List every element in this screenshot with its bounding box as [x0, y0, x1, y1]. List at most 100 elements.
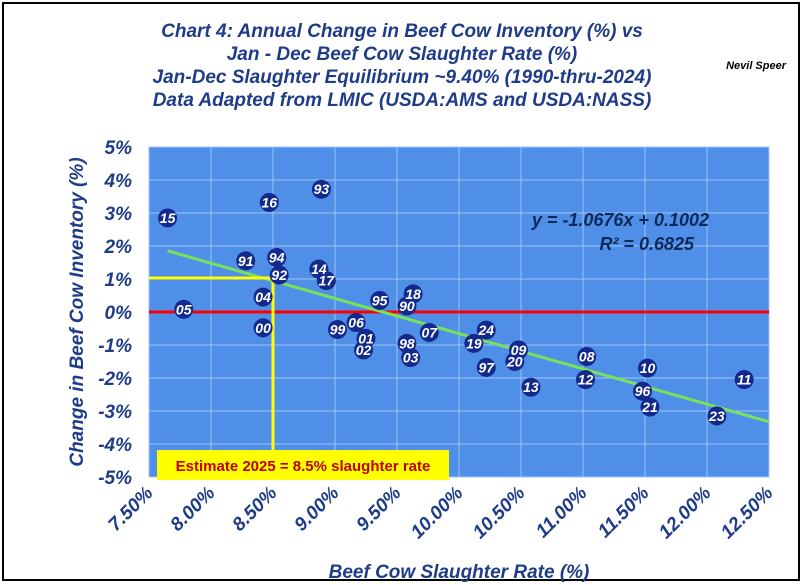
point-label: 96	[635, 383, 651, 399]
data-point	[259, 192, 279, 212]
chart-title-line-1: Chart 4: Annual Change in Beef Cow Inven…	[161, 21, 643, 42]
y-tick-label: 5%	[105, 138, 133, 159]
x-tick-label: 9.00%	[291, 483, 344, 536]
point-label: 02	[356, 342, 372, 358]
data-point	[327, 319, 347, 339]
point-label: 01	[358, 330, 374, 346]
chart-title-line-3: Jan-Dec Slaughter Equilibrium ~9.40% (19…	[153, 67, 652, 88]
data-point	[577, 347, 597, 367]
estimate-guides	[149, 276, 275, 474]
data-point	[311, 179, 331, 199]
point-label: 07	[421, 324, 438, 340]
point-label: 16	[261, 194, 277, 210]
data-point	[521, 377, 541, 397]
point-label: 18	[405, 286, 421, 302]
data-point	[637, 358, 657, 378]
point-label: 98	[399, 335, 415, 351]
data-point	[346, 313, 366, 333]
point-label: 21	[641, 399, 658, 415]
data-point	[370, 290, 390, 310]
x-tick-label: 11.00%	[532, 483, 591, 542]
y-tick-label: -3%	[98, 402, 132, 423]
point-label: 23	[708, 408, 725, 424]
point-label: 11	[737, 372, 752, 388]
y-tick-label: -1%	[98, 336, 132, 357]
y-tick-label: 3%	[105, 204, 133, 225]
trend-r-squared: R² = 0.6825	[599, 234, 695, 254]
point-label: 90	[399, 298, 415, 314]
x-axis-ticks: 7.50% 8.00% 8.50% 9.00% 9.50% 10.00% 10.50% 11.…	[105, 483, 778, 543]
data-point	[354, 340, 374, 360]
y-tick-label: -4%	[98, 435, 132, 456]
x-tick-label: 9.50%	[353, 483, 406, 536]
data-points	[158, 179, 754, 426]
point-label: 93	[314, 181, 330, 197]
x-tick-label: 11.50%	[594, 483, 653, 542]
data-point	[633, 381, 653, 401]
x-tick-label: 10.00%	[407, 483, 467, 543]
data-point	[174, 299, 194, 319]
x-tick-label: 10.50%	[469, 483, 529, 543]
trend-equation: y = -1.0676x + 0.1002	[531, 210, 709, 230]
point-label: 14	[311, 261, 327, 277]
estimate-annotation: Estimate 2025 = 8.5% slaughter rate	[157, 450, 449, 480]
estimate-text: Estimate 2025 = 8.5% slaughter rate	[176, 458, 431, 475]
chart-title-line-2: Jan - Dec Beef Cow Slaughter Rate (%)	[227, 44, 578, 65]
estimate-box	[157, 450, 449, 480]
x-axis-title: Beef Cow Slaughter Rate (%)	[329, 562, 590, 583]
x-tick-label: 12.00%	[655, 483, 715, 543]
point-label: 05	[176, 301, 192, 317]
x-tick-label: 8.50%	[229, 483, 282, 536]
data-point	[419, 322, 439, 342]
point-label: 94	[269, 250, 285, 266]
y-axis-title: Change in Beef Cow Inventory (%)	[67, 157, 88, 466]
point-label: 24	[477, 322, 494, 338]
data-point	[158, 208, 178, 228]
point-label: 20	[506, 354, 523, 370]
point-label: 99	[330, 321, 346, 337]
y-tick-label: 0%	[105, 303, 133, 324]
y-tick-label: -5%	[98, 468, 132, 489]
data-point	[403, 284, 423, 304]
point-label: 03	[403, 350, 419, 366]
data-point	[734, 370, 754, 390]
data-point	[505, 352, 525, 371]
point-label: 08	[579, 349, 595, 365]
data-point	[476, 357, 496, 377]
point-label: 97	[478, 359, 495, 375]
y-tick-label: -2%	[98, 369, 132, 390]
point-label: 92	[271, 267, 287, 283]
point-label: 00	[255, 320, 271, 336]
x-tick-label: 8.00%	[167, 483, 220, 536]
point-label: 12	[578, 372, 594, 388]
chart-svg: Chart 4: Annual Change in Beef Cow Inven…	[67, 21, 787, 583]
point-label: 10	[640, 360, 656, 376]
point-label: 06	[348, 315, 364, 331]
data-point	[253, 287, 273, 307]
data-point	[269, 265, 289, 285]
data-point	[640, 397, 660, 417]
y-axis-ticks: -5% -4% -3% -2% -1% 0% 1% 2% 3% 4% 5%	[98, 138, 132, 489]
data-point	[707, 406, 727, 426]
point-label: 09	[511, 342, 527, 358]
data-point	[253, 318, 273, 338]
author-credit: Nevil Speer	[726, 60, 787, 72]
data-point	[476, 320, 496, 340]
data-point	[575, 370, 595, 390]
point-label: 95	[372, 292, 388, 308]
point-label: 13	[523, 379, 539, 395]
data-point	[236, 251, 256, 271]
chart-title-line-4: Data Adapted from LMIC (USDA:AMS and USD…	[153, 90, 652, 111]
point-label: 17	[319, 273, 336, 289]
y-tick-label: 4%	[104, 171, 133, 192]
data-point	[401, 348, 421, 368]
point-label: 91	[238, 253, 254, 269]
x-tick-label: 12.50%	[717, 483, 777, 543]
point-label: 15	[160, 210, 176, 226]
y-tick-label: 2%	[104, 237, 133, 258]
y-tick-label: 1%	[105, 270, 133, 291]
data-point	[464, 333, 484, 353]
point-label: 04	[255, 289, 271, 305]
